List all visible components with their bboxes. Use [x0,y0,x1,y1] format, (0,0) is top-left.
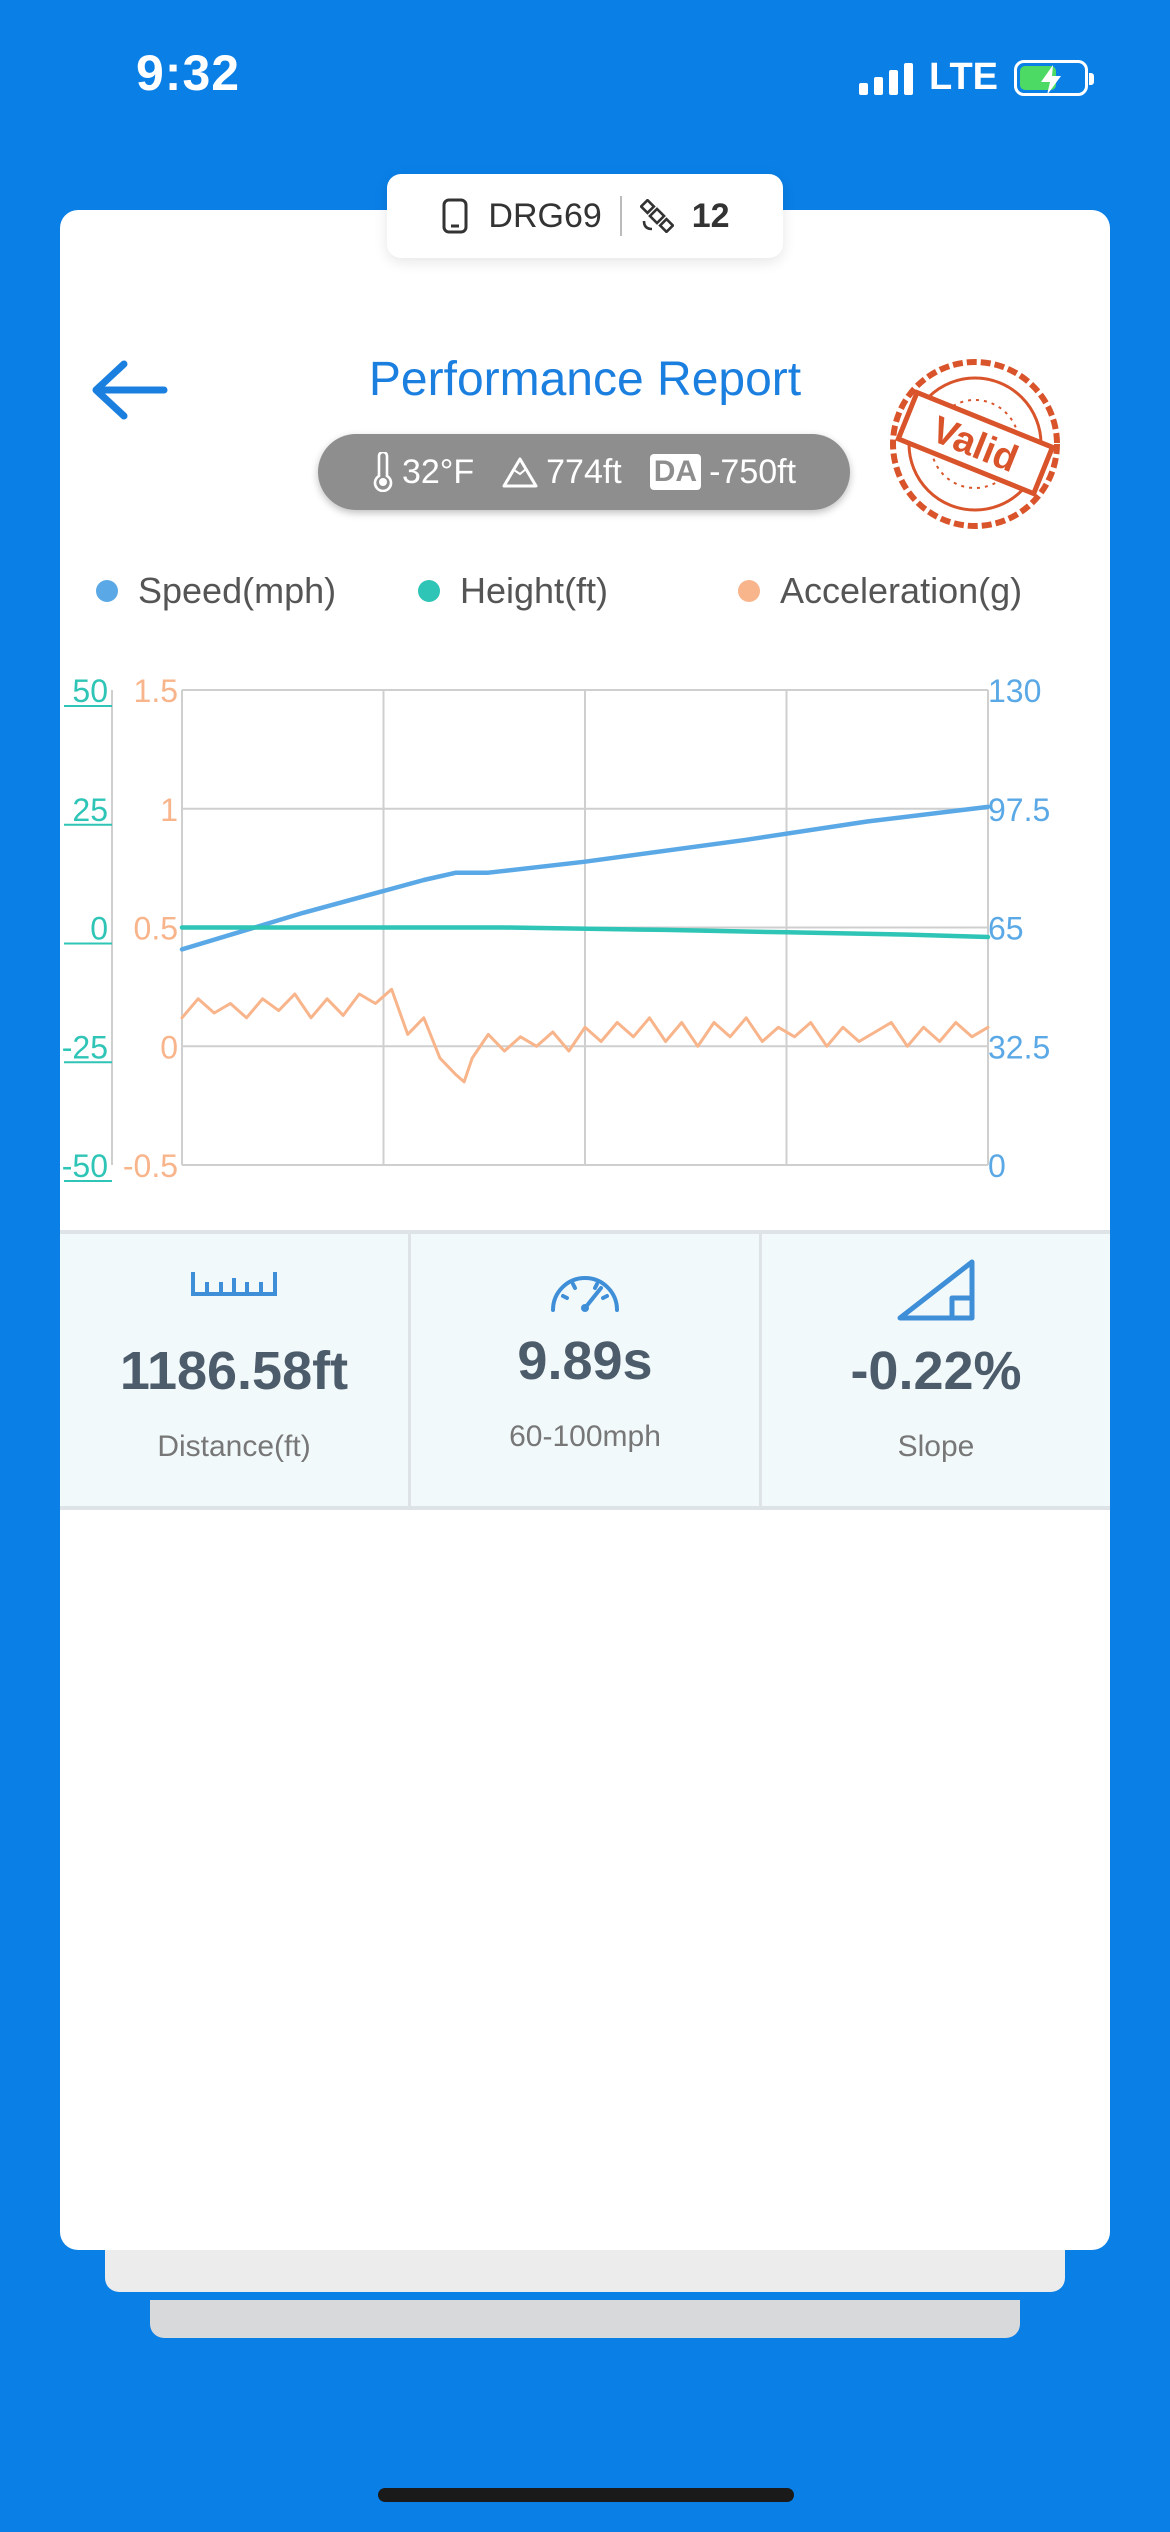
acceleration-series-line [180,987,990,1084]
mountain-icon [502,457,538,488]
stat-slope: -0.22% Slope [762,1234,1110,1506]
battery-icon [1014,59,1094,96]
device-tab[interactable]: DRG69 12 [387,174,783,258]
status-icons: LTE [859,56,1094,99]
speed-tick-label: 97.5 [988,792,1050,828]
legend-label: Height(ft) [460,570,609,611]
stat-time: 9.89s 60-100mph [411,1234,762,1506]
back-button[interactable] [88,358,168,427]
card-stack-shadow [105,2250,1065,2292]
legend-speed[interactable]: Speed(mph) [96,570,336,612]
legend-acceleration[interactable]: Acceleration(g) [738,570,1022,612]
height-tick-label: 0 [90,911,108,947]
altitude: 774ft [546,452,622,491]
satellite-icon [639,199,674,233]
performance-chart[interactable]: 50 25 0 -25 -50 1.5 1 0.5 0 -0.5 130 97.5 65 32.5 0 [0,650,1170,1190]
stat-label: 60-100mph [509,1420,661,1453]
legend-dot [96,580,118,602]
stat-value: -0.22% [850,1341,1022,1401]
da-badge: DA [649,454,702,490]
signal-icon [859,61,914,95]
temperature: 32°F [401,452,475,491]
density-altitude: -750ft [709,452,797,491]
speed-tick-label: 130 [988,673,1041,709]
legend-label: Acceleration(g) [780,570,1023,611]
height-tick-label: 50 [72,673,108,709]
acceleration-tick-label: 0.5 [134,911,178,947]
speed-tick-label: 65 [988,911,1024,947]
acceleration-tick-label: 0 [160,1029,178,1065]
height-series-line [179,925,991,940]
divider [619,196,622,236]
stat-distance: 1186.58ft Distance(ft) [60,1234,411,1506]
back-arrow-icon [92,360,168,420]
phone-icon [442,198,468,234]
height-tick-label: -25 [62,1029,108,1065]
height-tick-label: 25 [72,792,108,828]
acceleration-tick-label: 1.5 [134,673,178,709]
acceleration-tick-label: 1 [160,792,178,828]
legend-height[interactable]: Height(ft) [418,570,608,612]
slope-icon [897,1259,975,1321]
stat-value: 1186.58ft [119,1341,349,1401]
stat-value: 9.89s [517,1331,653,1391]
ruler-icon [191,1272,277,1296]
height-tick-label: -50 [62,1148,108,1184]
legend-dot [738,580,760,602]
thermometer-icon [373,452,393,492]
device-name: DRG69 [488,196,602,235]
valid-stamp-icon: Valid [890,359,1060,529]
home-indicator[interactable] [378,2488,794,2502]
page-title: Performance Report [368,353,802,406]
stats-panel: 1186.58ft Distance(ft) 9.89s 60-100mph [60,1230,1110,1510]
acceleration-tick-label: -0.5 [123,1148,178,1184]
status-time: 9:32 [136,45,241,101]
speedometer-icon [551,1276,619,1312]
stat-label: Slope [897,1430,975,1463]
stat-label: Distance(ft) [157,1430,311,1463]
satellite-count: 12 [691,196,730,235]
speed-series-line [179,804,991,952]
speed-tick-label: 32.5 [988,1029,1050,1065]
legend-dot [418,580,440,602]
speed-tick-label: 0 [988,1148,1006,1184]
network-type: LTE [929,56,998,98]
conditions-pill: 32°F 774ft DA -750ft [318,434,850,510]
card-stack-shadow [150,2300,1020,2338]
legend-label: Speed(mph) [138,570,337,611]
